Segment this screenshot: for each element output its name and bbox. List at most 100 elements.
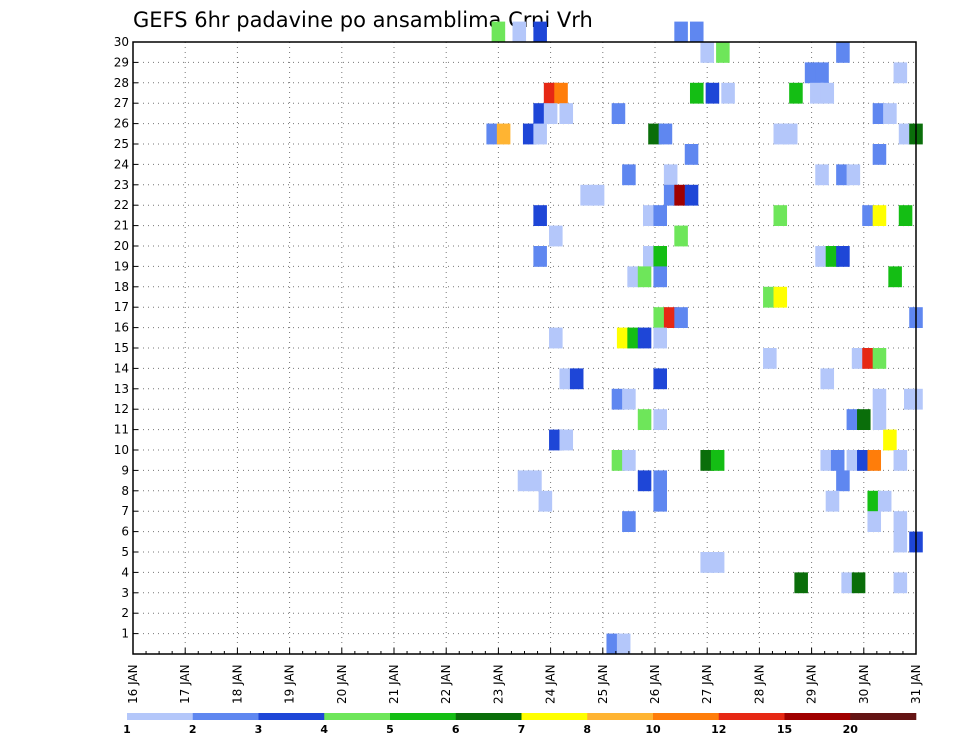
y-tick-label: 26 xyxy=(114,117,129,131)
y-tick-label: 17 xyxy=(114,300,129,314)
heatmap-cell xyxy=(569,368,584,390)
heatmap-cell xyxy=(825,246,840,267)
x-axis: 16 JAN 17 JAN 18 JAN 19 JAN 20 JAN 21 JAN 22 J… xyxy=(126,648,923,704)
legend-swatch xyxy=(192,713,259,720)
heatmap-cell xyxy=(559,103,574,124)
y-tick-label: 29 xyxy=(114,55,129,69)
heatmap-cell xyxy=(606,633,621,655)
heatmap-cell xyxy=(674,307,688,328)
heatmap-cell xyxy=(810,82,824,104)
heatmap-cell xyxy=(846,450,861,471)
legend-label: 12 xyxy=(711,723,726,736)
heatmap-cell xyxy=(689,21,704,43)
heatmap-cell xyxy=(888,266,902,288)
heatmap-cell xyxy=(622,164,636,186)
heatmap-cell xyxy=(721,82,735,104)
legend-label: 2 xyxy=(189,723,197,736)
y-tick-label: 18 xyxy=(114,280,129,294)
heatmap-cell xyxy=(543,103,558,124)
grid xyxy=(133,42,916,654)
cells xyxy=(486,21,923,655)
heatmap-cell xyxy=(549,327,563,349)
heatmap-cell xyxy=(893,531,908,553)
heatmap-cell xyxy=(622,450,636,471)
legend-label: 3 xyxy=(255,723,263,736)
heatmap-cell xyxy=(898,123,913,145)
heatmap-cell xyxy=(893,511,908,532)
heatmap-cell xyxy=(643,246,657,267)
heatmap-cell xyxy=(611,103,626,124)
heatmap-cell xyxy=(554,82,568,104)
heatmap-cell xyxy=(543,82,558,104)
heatmap-cell xyxy=(883,429,897,451)
heatmap-cell xyxy=(653,307,667,328)
heatmap-cell xyxy=(710,450,725,471)
heatmap-cell xyxy=(616,327,631,349)
x-tick-label: 28 JAN xyxy=(752,664,766,704)
heatmap-cell xyxy=(710,552,725,573)
heatmap-cell xyxy=(893,572,908,594)
heatmap-cell xyxy=(637,470,652,492)
legend-label: 7 xyxy=(518,723,526,736)
heatmap-cell xyxy=(559,368,574,390)
heatmap-cell xyxy=(851,572,866,594)
heatmap-cell xyxy=(815,164,829,186)
heatmap-cell xyxy=(653,490,667,512)
heatmap-cell xyxy=(648,123,662,145)
x-tick-label: 27 JAN xyxy=(700,664,714,704)
heatmap-cell xyxy=(637,409,652,430)
y-tick-label: 28 xyxy=(114,76,129,90)
heatmap-cell xyxy=(872,409,887,430)
heatmap-cell xyxy=(658,123,673,145)
heatmap-cell xyxy=(872,144,887,165)
legend-swatch xyxy=(653,713,720,720)
heatmap-cell xyxy=(773,286,788,308)
legend-label: 15 xyxy=(777,723,792,736)
heatmap-cell xyxy=(857,450,871,471)
x-tick-label: 30 JAN xyxy=(857,664,871,704)
y-tick-label: 1 xyxy=(121,627,129,641)
heatmap-cell xyxy=(637,266,652,288)
heatmap-cell xyxy=(533,103,547,124)
y-tick-label: 30 xyxy=(114,35,129,49)
heatmap-cell xyxy=(763,286,777,308)
legend-swatch xyxy=(587,713,654,720)
heatmap-cell xyxy=(496,123,511,145)
heatmap-cell xyxy=(549,429,563,451)
y-tick-label: 9 xyxy=(121,463,129,477)
heatmap-cell xyxy=(763,348,777,369)
heatmap-cell xyxy=(533,123,547,145)
heatmap-cell xyxy=(486,123,500,145)
x-tick-label: 26 JAN xyxy=(648,664,662,704)
heatmap-cell xyxy=(794,572,808,594)
y-tick-label: 21 xyxy=(114,219,129,233)
heatmap-cell xyxy=(674,184,688,206)
heatmap-cell xyxy=(820,450,835,471)
legend-label: 4 xyxy=(320,723,328,736)
heatmap-cell xyxy=(804,62,819,84)
x-tick-label: 29 JAN xyxy=(805,664,819,704)
x-tick-label: 18 JAN xyxy=(230,664,244,704)
heatmap-cell xyxy=(716,42,730,63)
heatmap-cell xyxy=(893,450,908,471)
legend-swatch xyxy=(850,713,917,720)
x-tick-label: 31 JAN xyxy=(909,664,923,704)
heatmap-cell xyxy=(883,103,897,124)
heatmap-cell xyxy=(846,409,861,430)
heatmap-cell xyxy=(674,225,688,247)
heatmap-cell xyxy=(559,429,574,451)
heatmap-cell xyxy=(893,62,908,84)
heatmap-cell xyxy=(820,82,835,104)
heatmap-cell xyxy=(616,633,631,655)
heatmap-cell xyxy=(820,368,835,390)
heatmap-cell xyxy=(533,205,547,226)
y-tick-label: 8 xyxy=(121,484,129,498)
heatmap-cell xyxy=(851,348,866,369)
heatmap-cell xyxy=(643,205,657,226)
heatmap-cell xyxy=(836,42,850,63)
heatmap-cell xyxy=(877,490,892,512)
y-tick-label: 10 xyxy=(114,443,129,457)
y-tick-label: 14 xyxy=(114,361,129,375)
heatmap-cell xyxy=(815,246,829,267)
heatmap-cell xyxy=(663,164,678,186)
